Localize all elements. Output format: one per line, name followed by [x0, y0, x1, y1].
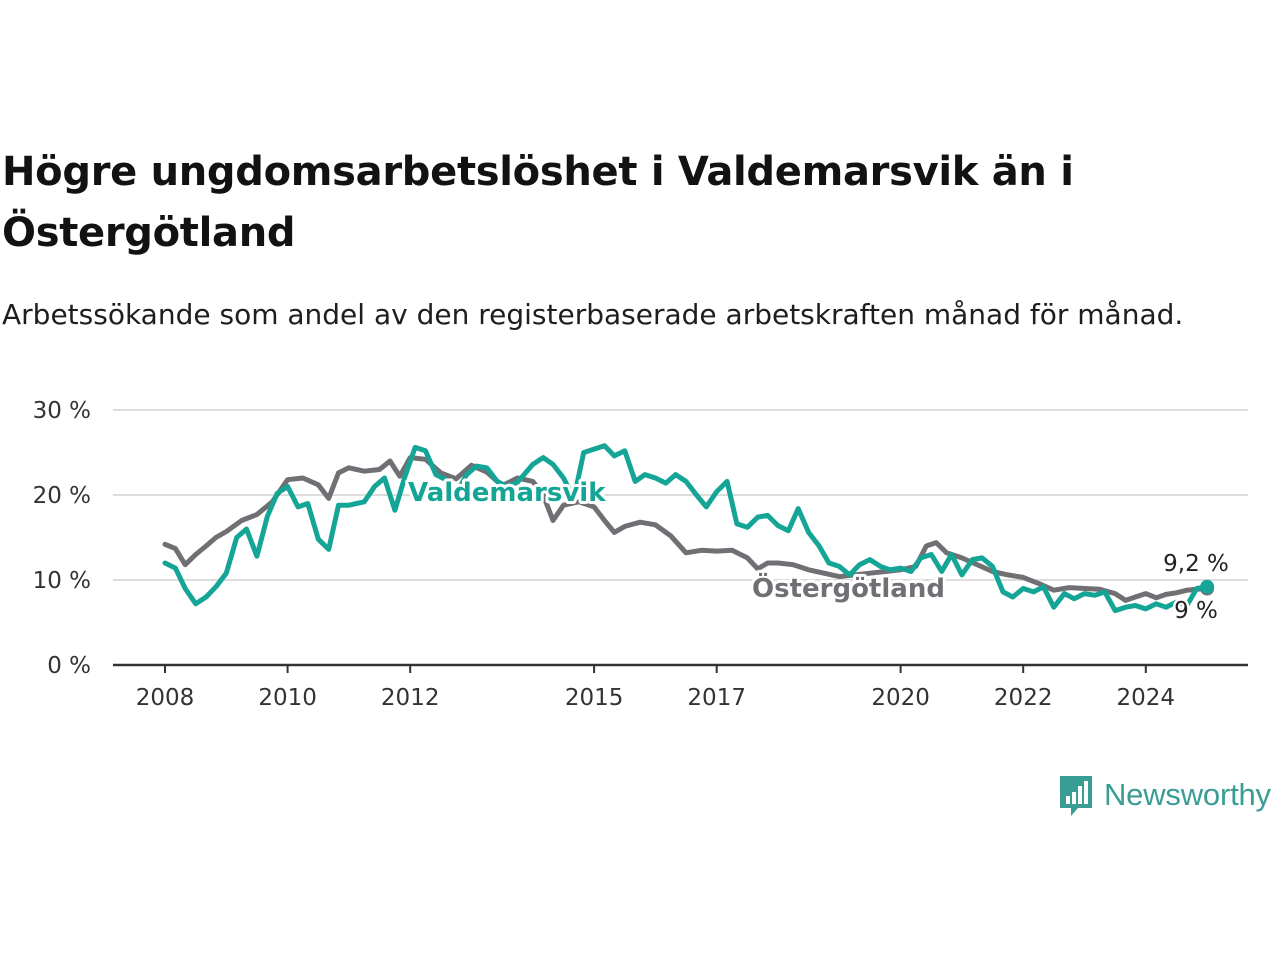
series-line-östergötland	[162, 455, 1210, 603]
end-label-ostergotland: 9 %	[1174, 598, 1218, 624]
x-tick-label: 2020	[871, 685, 930, 711]
series-line-valdemarsvik	[162, 443, 1210, 614]
series-labels: Valdemarsvik Östergötland 9,2 % 9 %	[405, 475, 1231, 627]
x-tick-label: 2010	[258, 685, 317, 711]
x-tick-label: 2022	[994, 685, 1053, 711]
series-label-ostergotland: Östergötland	[752, 571, 945, 604]
series-lines	[162, 443, 1215, 614]
grid-lines	[113, 409, 1248, 581]
end-label-valdemarsvik: 9,2 %	[1163, 551, 1229, 577]
x-tick-label: 2012	[381, 685, 440, 711]
y-tick-label: 20 %	[33, 483, 91, 509]
x-tick-label: 2008	[136, 685, 195, 711]
x-tick-label: 2015	[565, 685, 624, 711]
line-chart: 0 % 10 % 20 % 30 % 2008 2010 2012 2015 2017 2020…	[33, 398, 1248, 711]
chart-title: Högre ungdomsarbetslöshet i Valdemarsvik…	[2, 149, 1074, 256]
y-tick-label: 10 %	[33, 568, 91, 594]
end-point-valdemarsvik	[1200, 579, 1215, 594]
brand-name: Newsworthy	[1104, 777, 1271, 812]
newsworthy-logo[interactable]: Newsworthy	[1058, 772, 1271, 818]
series-label-valdemarsvik: Valdemarsvik	[408, 478, 606, 508]
y-tick-label: 30 %	[33, 398, 91, 424]
x-tick-label: 2017	[687, 685, 746, 711]
bar-chart-speech-bubble-icon	[1060, 776, 1092, 816]
x-axis: 2008 2010 2012 2015 2017 2020 2022 2024	[113, 663, 1248, 711]
y-axis: 0 % 10 % 20 % 30 %	[33, 398, 91, 679]
y-tick-label: 0 %	[47, 653, 91, 679]
chart-subtitle: Arbetssökande som andel av den registerb…	[2, 298, 1184, 331]
x-tick-label: 2024	[1117, 685, 1176, 711]
